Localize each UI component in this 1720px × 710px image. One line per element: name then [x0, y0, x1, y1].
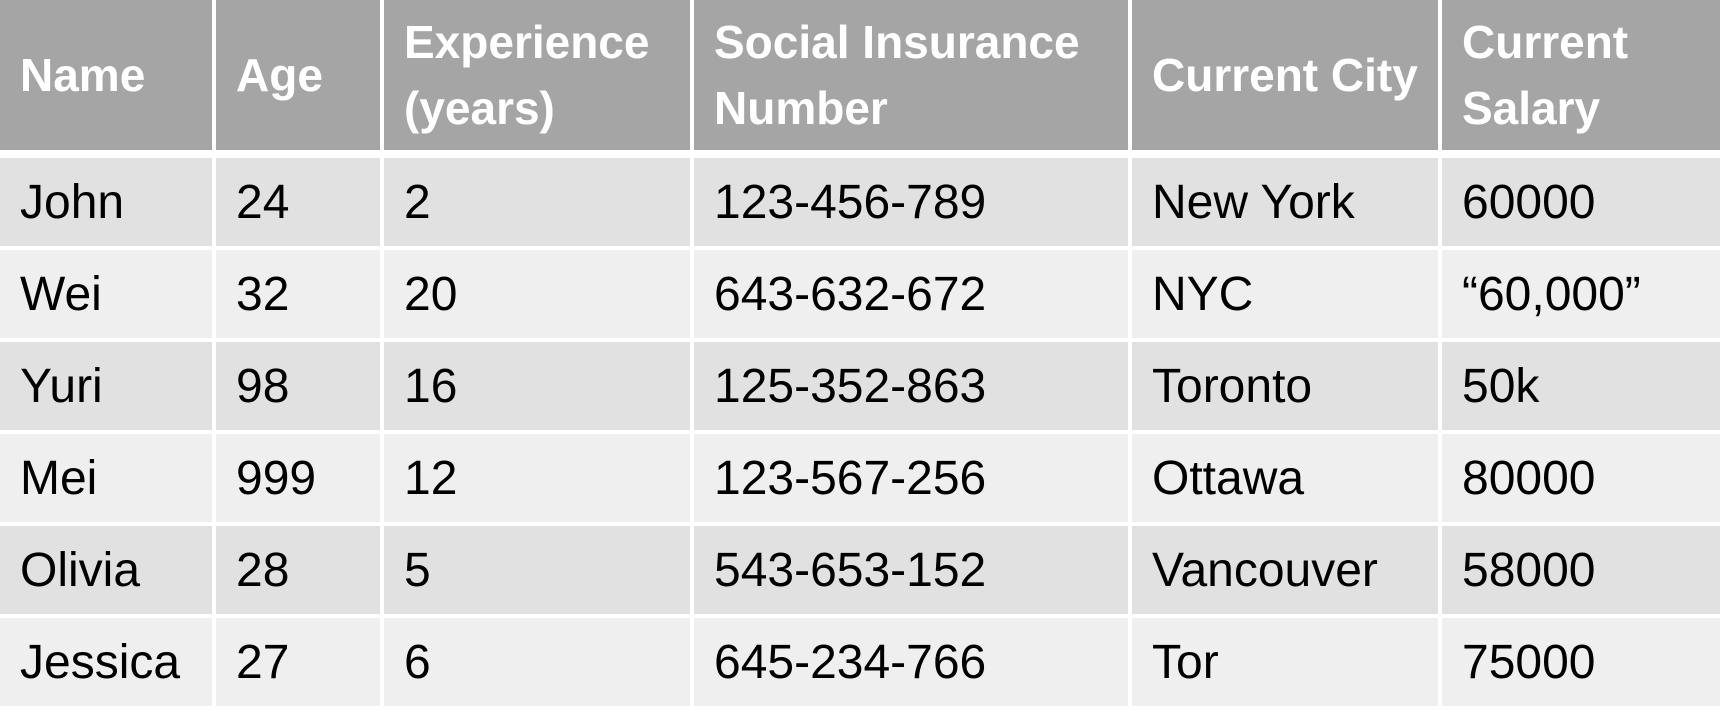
cell-current-salary: 60000: [1442, 158, 1720, 250]
cell-age: 24: [216, 158, 384, 250]
cell-current-city: Tor: [1132, 618, 1442, 710]
cell-age: 999: [216, 434, 384, 526]
cell-social-insurance-number: 123-456-789: [694, 158, 1132, 250]
cell-name: Olivia: [0, 526, 216, 618]
table-header: Name Age Experience (years) Social Insur…: [0, 0, 1720, 158]
cell-current-city: NYC: [1132, 250, 1442, 342]
cell-age: 32: [216, 250, 384, 342]
header-current-city: Current City: [1132, 0, 1442, 158]
cell-current-city: Toronto: [1132, 342, 1442, 434]
cell-social-insurance-number: 123-567-256: [694, 434, 1132, 526]
cell-current-salary: 58000: [1442, 526, 1720, 618]
header-age: Age: [216, 0, 384, 158]
cell-current-salary: 75000: [1442, 618, 1720, 710]
cell-current-salary: “60,000”: [1442, 250, 1720, 342]
cell-experience: 6: [384, 618, 694, 710]
cell-social-insurance-number: 543-653-152: [694, 526, 1132, 618]
cell-name: Yuri: [0, 342, 216, 434]
cell-experience: 2: [384, 158, 694, 250]
table-row: Mei 999 12 123-567-256 Ottawa 80000: [0, 434, 1720, 526]
cell-social-insurance-number: 645-234-766: [694, 618, 1132, 710]
header-row: Name Age Experience (years) Social Insur…: [0, 0, 1720, 158]
cell-experience: 5: [384, 526, 694, 618]
cell-social-insurance-number: 643-632-672: [694, 250, 1132, 342]
cell-experience: 16: [384, 342, 694, 434]
cell-age: 98: [216, 342, 384, 434]
cell-current-city: New York: [1132, 158, 1442, 250]
cell-age: 27: [216, 618, 384, 710]
table-row: Wei 32 20 643-632-672 NYC “60,000”: [0, 250, 1720, 342]
table-body: John 24 2 123-456-789 New York 60000 Wei…: [0, 158, 1720, 710]
cell-current-salary: 50k: [1442, 342, 1720, 434]
table-row: Jessica 27 6 645-234-766 Tor 75000: [0, 618, 1720, 710]
header-social-insurance-number: Social Insurance Number: [694, 0, 1132, 158]
header-experience: Experience (years): [384, 0, 694, 158]
table-row: Olivia 28 5 543-653-152 Vancouver 58000: [0, 526, 1720, 618]
cell-current-salary: 80000: [1442, 434, 1720, 526]
cell-name: Jessica: [0, 618, 216, 710]
cell-social-insurance-number: 125-352-863: [694, 342, 1132, 434]
header-name: Name: [0, 0, 216, 158]
cell-experience: 12: [384, 434, 694, 526]
cell-name: John: [0, 158, 216, 250]
header-current-salary: Current Salary: [1442, 0, 1720, 158]
cell-experience: 20: [384, 250, 694, 342]
cell-name: Wei: [0, 250, 216, 342]
cell-name: Mei: [0, 434, 216, 526]
table-row: John 24 2 123-456-789 New York 60000: [0, 158, 1720, 250]
table-row: Yuri 98 16 125-352-863 Toronto 50k: [0, 342, 1720, 434]
cell-current-city: Vancouver: [1132, 526, 1442, 618]
cell-age: 28: [216, 526, 384, 618]
cell-current-city: Ottawa: [1132, 434, 1442, 526]
